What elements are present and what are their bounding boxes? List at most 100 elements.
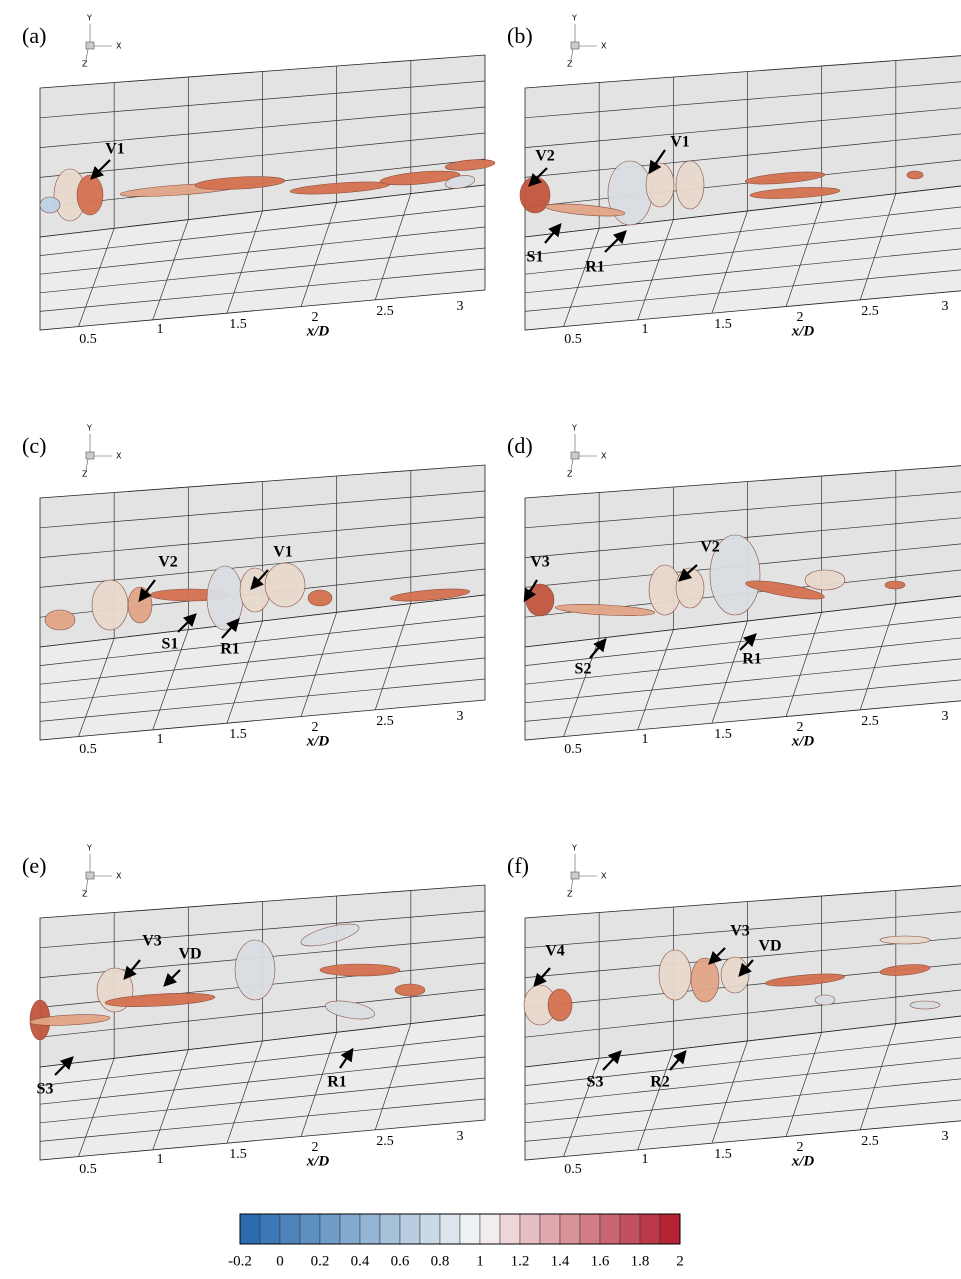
colorbar-band xyxy=(239,1213,261,1245)
colorbar-band xyxy=(319,1213,341,1245)
x-tick-label: 2.5 xyxy=(861,1134,879,1149)
triad-label: Y xyxy=(86,424,92,433)
floor-grid xyxy=(39,615,486,666)
floor-grid xyxy=(300,612,337,717)
x-tick-label: 2 xyxy=(797,720,804,735)
floor-grid xyxy=(524,1036,961,1086)
annotation-arrow xyxy=(544,222,562,244)
colorbar-tick-label: 2 xyxy=(676,1253,684,1269)
vortex-structure xyxy=(547,988,573,1022)
floor-grid xyxy=(300,202,337,307)
vortex-structure xyxy=(906,170,924,180)
annotation-arrow xyxy=(90,159,111,180)
vortex-structure xyxy=(525,583,555,617)
x-tick-label: 0.5 xyxy=(564,1162,582,1177)
triad-label: Z xyxy=(567,60,573,69)
panel: (d) Y X Z 0.5 1 1.5 2 2.5 3 x/D V3 V2 S2 R1 xyxy=(507,424,961,757)
floor-grid xyxy=(785,202,822,307)
colorbar-band xyxy=(619,1213,641,1245)
triad-box xyxy=(85,451,95,460)
x-axis-label: x/D xyxy=(791,323,815,339)
x-tick-label: 3 xyxy=(942,1129,949,1144)
annotation-arrow xyxy=(123,959,141,981)
annotation: S1 xyxy=(527,249,544,266)
colorbar-band xyxy=(419,1213,441,1245)
x-tick-label: 1.5 xyxy=(714,1147,732,1162)
floor-grid xyxy=(637,1049,674,1150)
colorbar-tick-label: 1.2 xyxy=(511,1253,530,1269)
vortex-structure xyxy=(720,956,750,994)
x-tick-label: 1.5 xyxy=(229,1147,247,1162)
triad-label: X xyxy=(601,872,607,881)
annotation: VD xyxy=(758,938,781,955)
colorbar-band xyxy=(499,1213,521,1245)
colorbar-band xyxy=(439,1213,461,1245)
floor-grid xyxy=(374,1023,412,1130)
annotation-arrow xyxy=(678,564,698,582)
floor-grid xyxy=(524,679,961,722)
colorbar-tick-label: 1 xyxy=(476,1253,484,1269)
colorbar-frame xyxy=(239,1213,681,1245)
vortex-structure xyxy=(127,586,153,624)
x-tick-label: 1.5 xyxy=(714,727,732,742)
floor-grid xyxy=(39,247,486,294)
x-tick-label: 0.5 xyxy=(79,1162,97,1177)
vortex-structure xyxy=(29,1014,111,1026)
vortex-structure xyxy=(884,580,906,590)
colorbar-band xyxy=(559,1213,581,1245)
x-tick-label: 2 xyxy=(797,1140,804,1155)
vortex-structure xyxy=(675,567,705,609)
colorbar-band xyxy=(459,1213,481,1245)
annotation-arrow xyxy=(604,230,627,253)
floor-grid xyxy=(711,1040,748,1144)
floor-grid xyxy=(78,228,115,327)
annotation-arrow xyxy=(250,569,269,590)
x-tick-label: 0.5 xyxy=(564,742,582,757)
triad-label: Z xyxy=(82,470,88,479)
floor-grid xyxy=(78,638,115,737)
annotation: V1 xyxy=(105,141,125,158)
x-axis-label: x/D xyxy=(306,733,330,749)
x-tick-label: 0.5 xyxy=(79,742,97,757)
floor-grid xyxy=(39,1098,486,1142)
colorbar-tick-label: 0.4 xyxy=(351,1253,370,1269)
x-axis-label: x/D xyxy=(306,323,330,339)
annotation: V4 xyxy=(545,943,565,960)
floor-grid xyxy=(524,269,961,312)
panel: (e) Y X Z 0.5 1 1.5 2 2.5 3 x/D V3 VD S3 R1 xyxy=(22,844,486,1177)
floor-grid xyxy=(226,620,263,724)
panel-label: (e) xyxy=(22,853,46,878)
colorbar-band xyxy=(279,1213,301,1245)
floor-grid xyxy=(563,1058,600,1157)
annotation: V2 xyxy=(535,148,555,165)
colorbar-band xyxy=(639,1213,661,1245)
vortex-structure xyxy=(307,589,333,607)
triad-label: Z xyxy=(567,890,573,899)
vortex-structure xyxy=(389,588,471,602)
colorbar-tick-label: 0.6 xyxy=(391,1253,410,1269)
triad-label: Z xyxy=(82,60,88,69)
annotation-arrow xyxy=(739,633,757,651)
vortex-structure xyxy=(91,579,129,631)
annotation: R1 xyxy=(220,641,240,658)
colorbar-tick-label: -0.2 xyxy=(228,1253,252,1269)
colorbar-band xyxy=(659,1213,681,1245)
x-tick-label: 2 xyxy=(312,720,319,735)
triad-axis xyxy=(570,48,574,61)
vortex-structure xyxy=(394,983,426,997)
floor-grid xyxy=(859,1023,897,1130)
floor-grid xyxy=(524,1057,961,1105)
triad-box xyxy=(570,451,580,460)
vortex-structure xyxy=(104,993,216,1007)
vortex-structure xyxy=(744,171,826,185)
vortex-structure xyxy=(554,604,656,616)
annotation-arrow xyxy=(177,613,197,633)
annotation: V3 xyxy=(142,933,162,950)
x-axis-label: x/D xyxy=(791,733,815,749)
x-tick-label: 2 xyxy=(312,310,319,325)
floor-grid xyxy=(39,226,486,275)
floor-grid xyxy=(785,1032,822,1137)
annotation-arrow xyxy=(602,1050,622,1071)
annotation: R1 xyxy=(327,1074,347,1091)
